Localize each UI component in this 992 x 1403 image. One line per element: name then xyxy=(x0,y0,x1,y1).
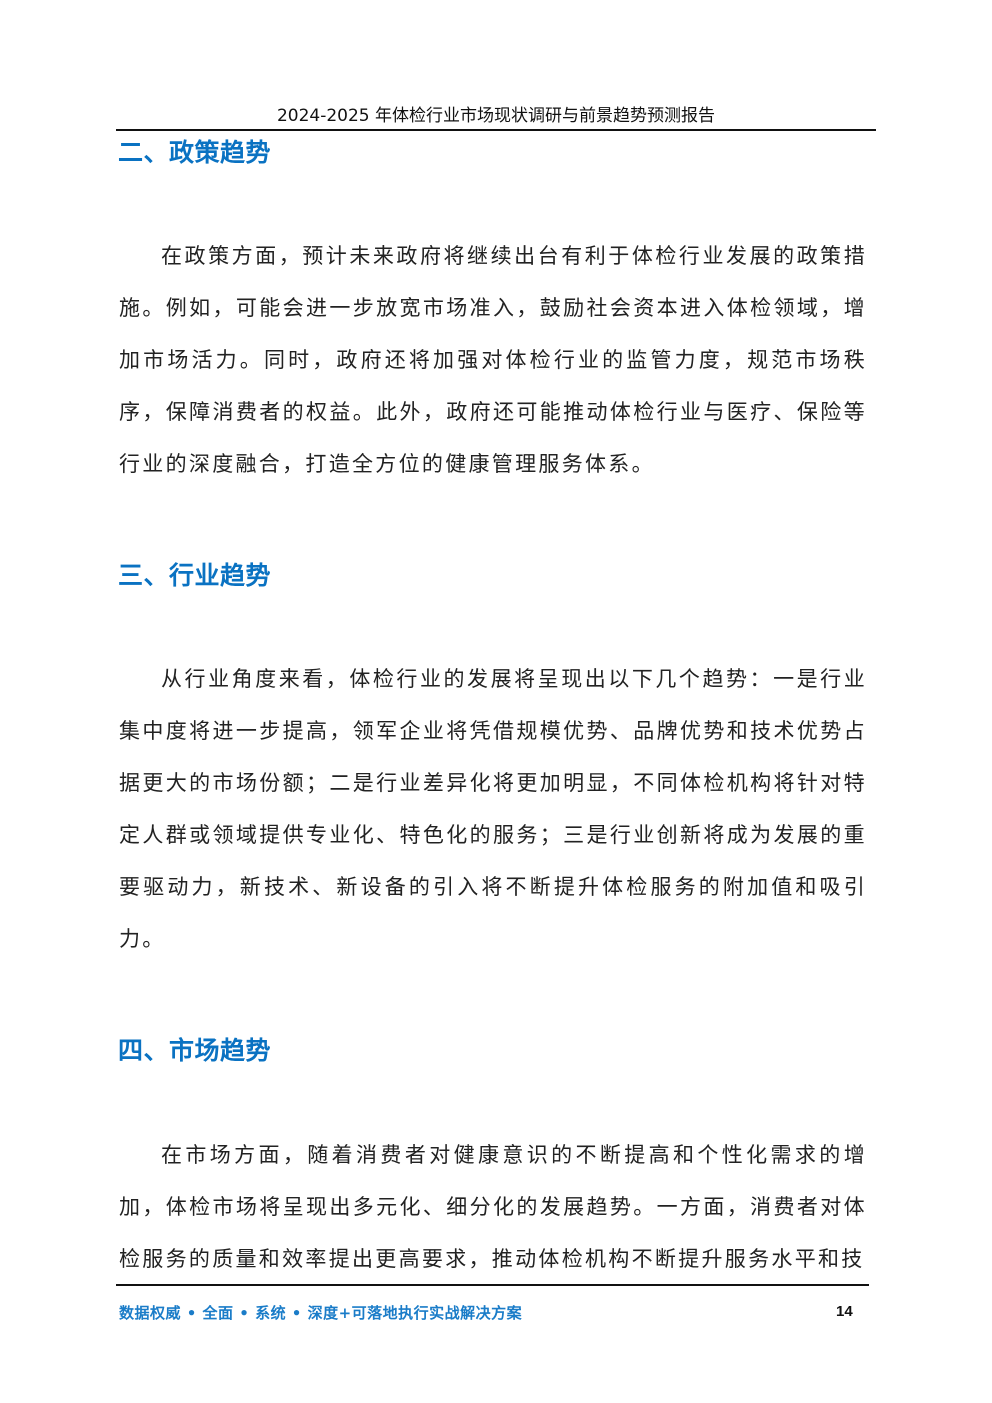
footer-divider xyxy=(116,1284,869,1286)
section-paragraph-industry: 从行业角度来看，体检行业的发展将呈现出以下几个趋势：一是行业集中度将进一步提高，… xyxy=(119,667,867,951)
section-paragraph-policy: 在政策方面，预计未来政府将继续出台有利于体检行业发展的政策措施。例如，可能会进一… xyxy=(119,244,867,476)
section-heading-market: 四、市场趋势 xyxy=(118,1036,272,1065)
footer-slogan: 数据权威 • 全面 • 系统 • 深度+可落地执行实战解决方案 xyxy=(119,1304,523,1322)
section-heading-policy: 二、政策趋势 xyxy=(118,138,272,167)
running-header-title: 2024-2025 年体检行业市场现状调研与前景趋势预测报告 xyxy=(276,106,716,126)
section-heading-industry: 三、行业趋势 xyxy=(118,561,272,590)
page-number: 14 xyxy=(836,1303,853,1320)
header-divider xyxy=(116,129,876,131)
section-paragraph-market: 在市场方面，随着消费者对健康意识的不断提高和个性化需求的增加，体检市场将呈现出多… xyxy=(119,1143,867,1271)
